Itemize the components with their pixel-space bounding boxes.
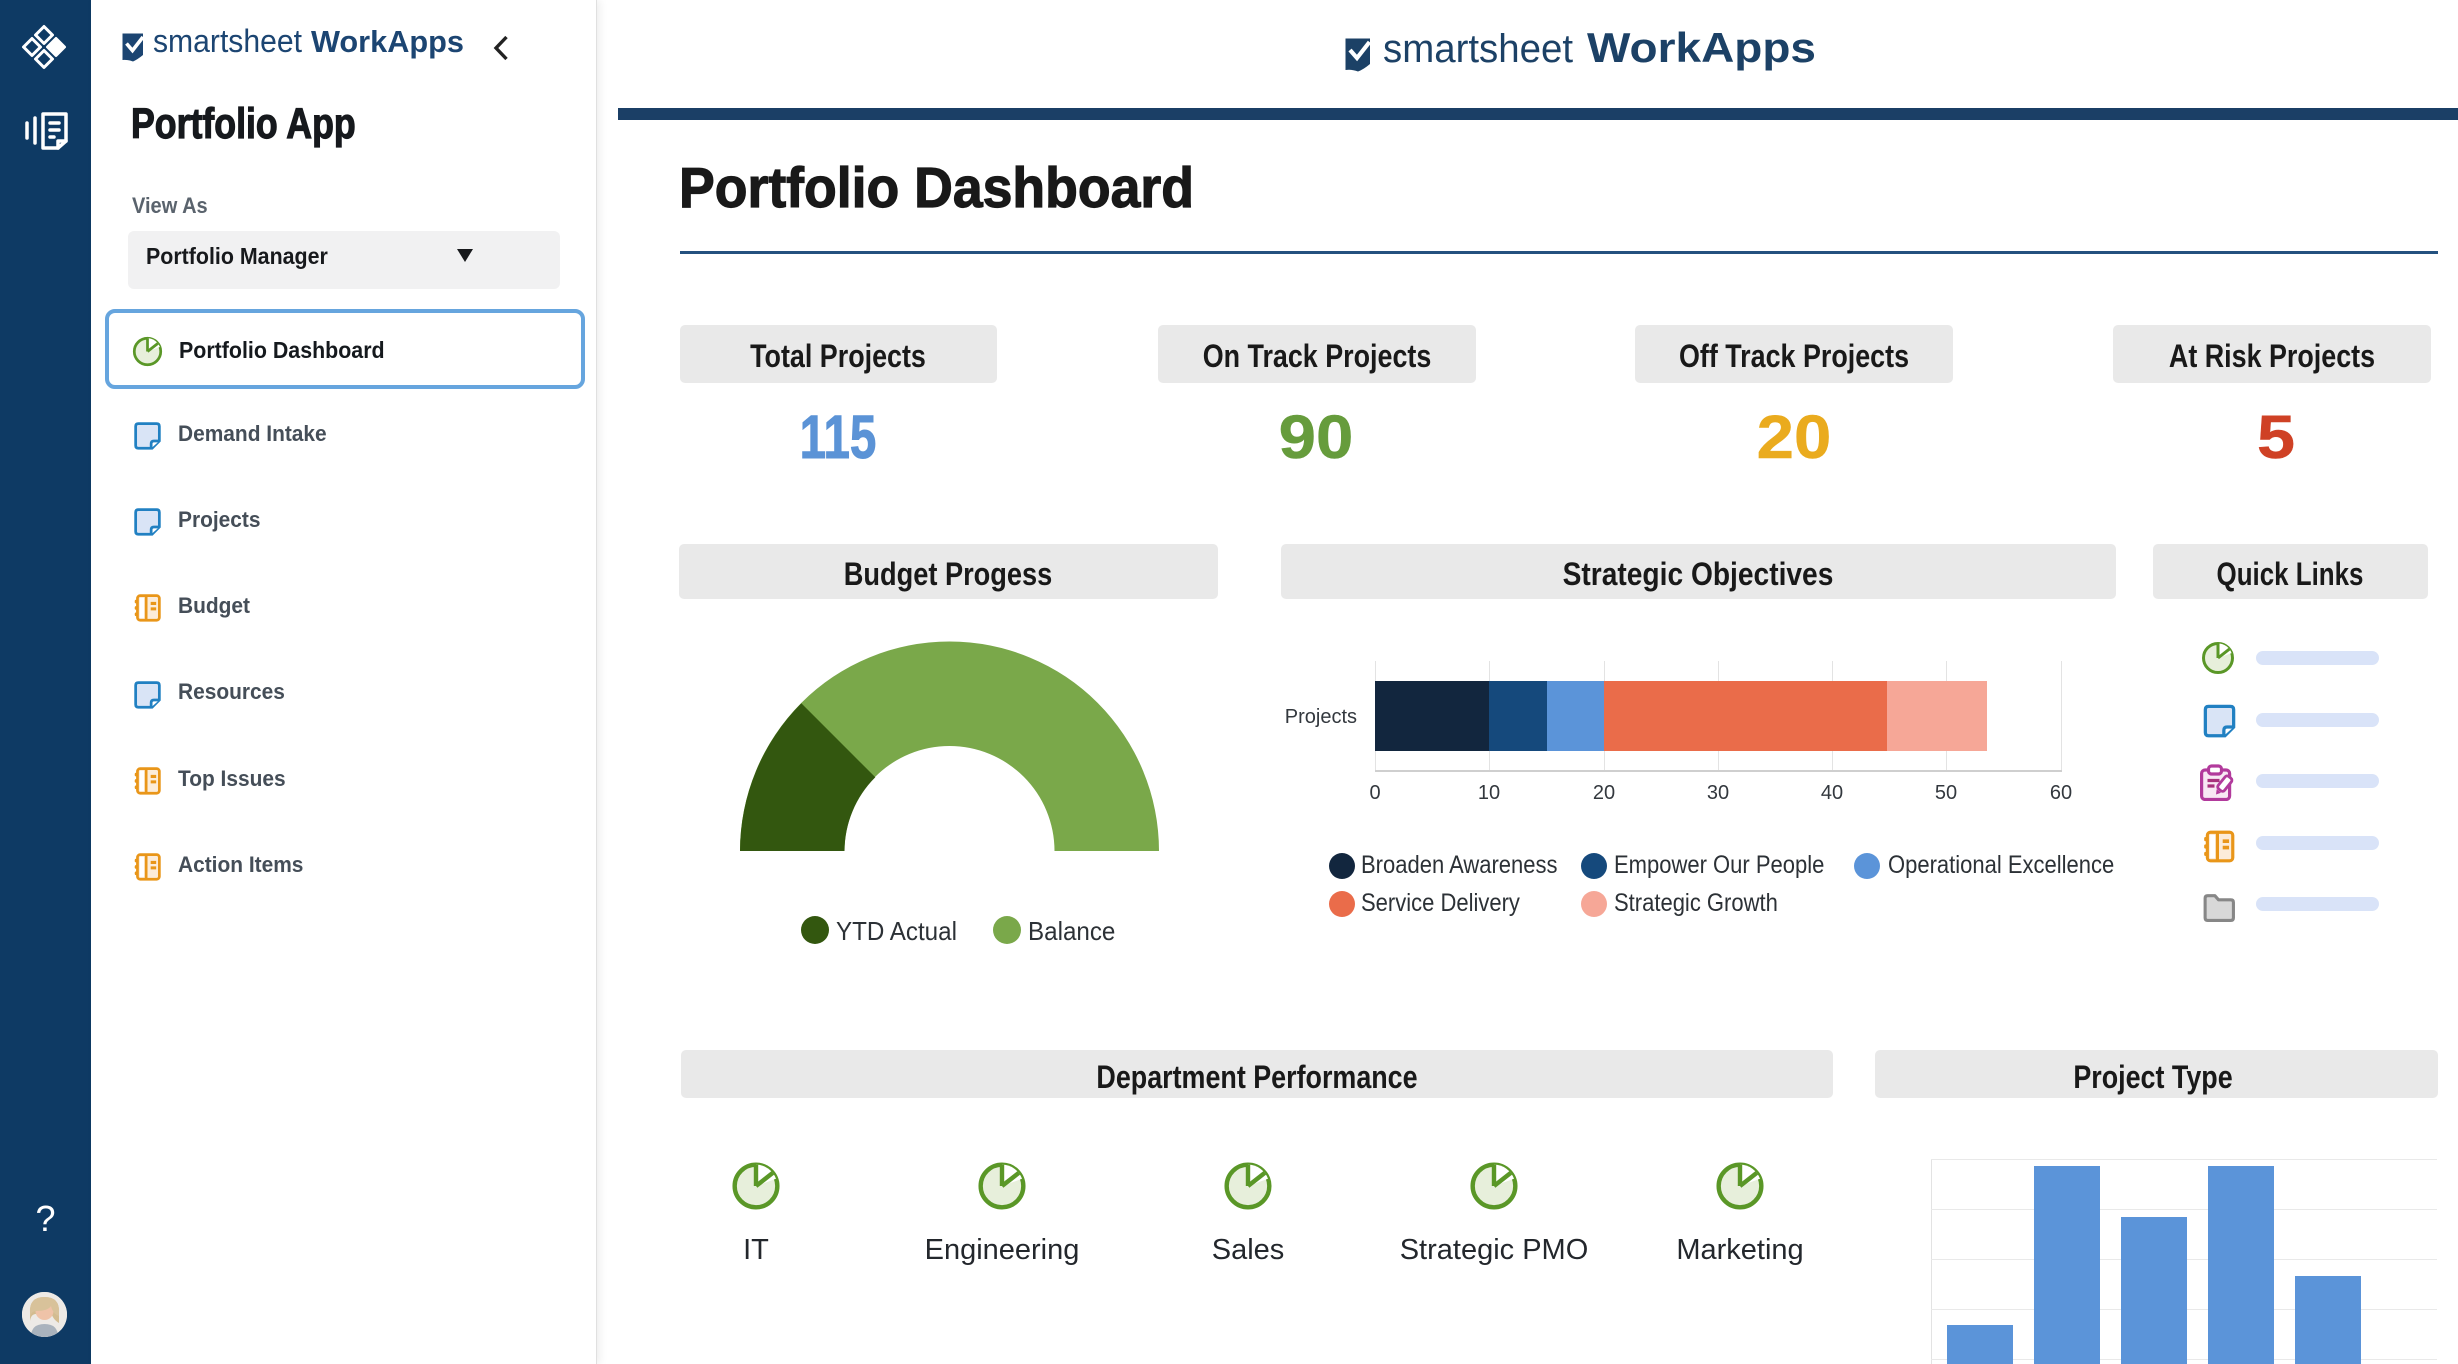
svg-text:smartsheet: smartsheet	[153, 27, 302, 59]
svg-text:smartsheet: smartsheet	[1383, 28, 1573, 71]
svg-text:WorkApps: WorkApps	[311, 27, 464, 59]
svg-text:WorkApps: WorkApps	[1587, 28, 1816, 71]
